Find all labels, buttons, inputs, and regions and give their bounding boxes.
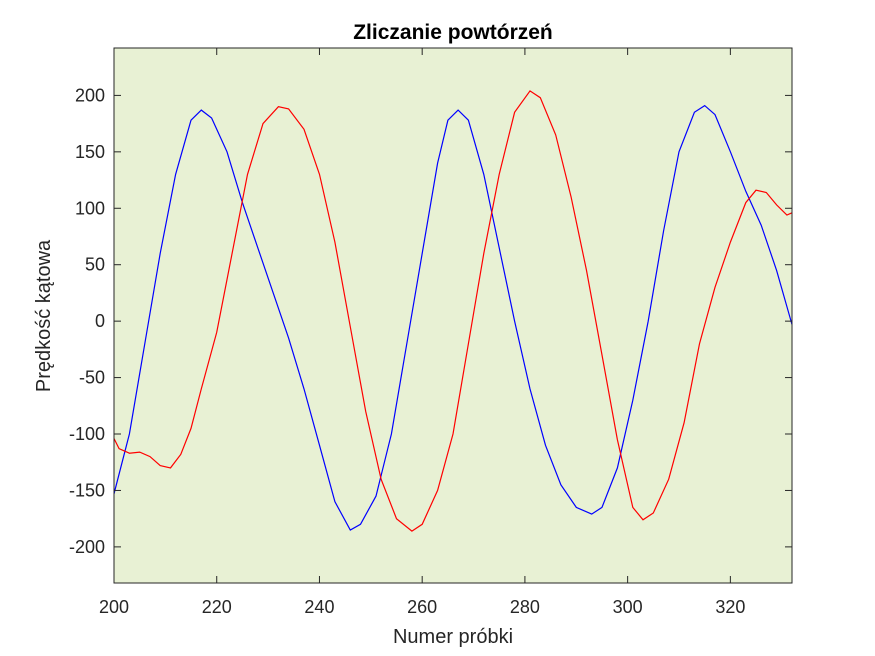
y-tick-label: -100 — [69, 424, 105, 444]
series-group — [113, 90, 793, 532]
x-tick-label: 320 — [715, 597, 745, 617]
y-tick-label: -200 — [69, 537, 105, 557]
y-tick-label: 50 — [85, 255, 105, 275]
chart-title: Zliczanie powtórzeń — [353, 21, 553, 44]
x-axis: 200 220 240 260 280 300 320 — [99, 48, 745, 617]
x-tick-label: 220 — [202, 597, 232, 617]
x-tick-label: 260 — [407, 597, 437, 617]
y-tick-label: -150 — [69, 480, 105, 500]
y-tick-label: 150 — [75, 142, 105, 162]
y-tick-label: -50 — [79, 368, 105, 388]
y-axis: 200 150 100 50 0 -50 -100 -150 -200 — [69, 85, 792, 557]
y-tick-label: 100 — [75, 198, 105, 218]
x-tick-label: 280 — [510, 597, 540, 617]
x-axis-label: Numer próbki — [393, 626, 513, 648]
y-tick-label: 0 — [95, 311, 105, 331]
y-tick-label: 200 — [75, 85, 105, 105]
series-1-line — [113, 104, 793, 531]
x-tick-label: 240 — [304, 597, 334, 617]
plot-area — [114, 48, 792, 583]
series-2-line — [113, 90, 793, 532]
y-axis-label: Prędkość kątowa — [33, 239, 55, 392]
x-tick-label: 200 — [99, 597, 129, 617]
x-tick-label: 300 — [613, 597, 643, 617]
plot-frame — [113, 47, 793, 584]
